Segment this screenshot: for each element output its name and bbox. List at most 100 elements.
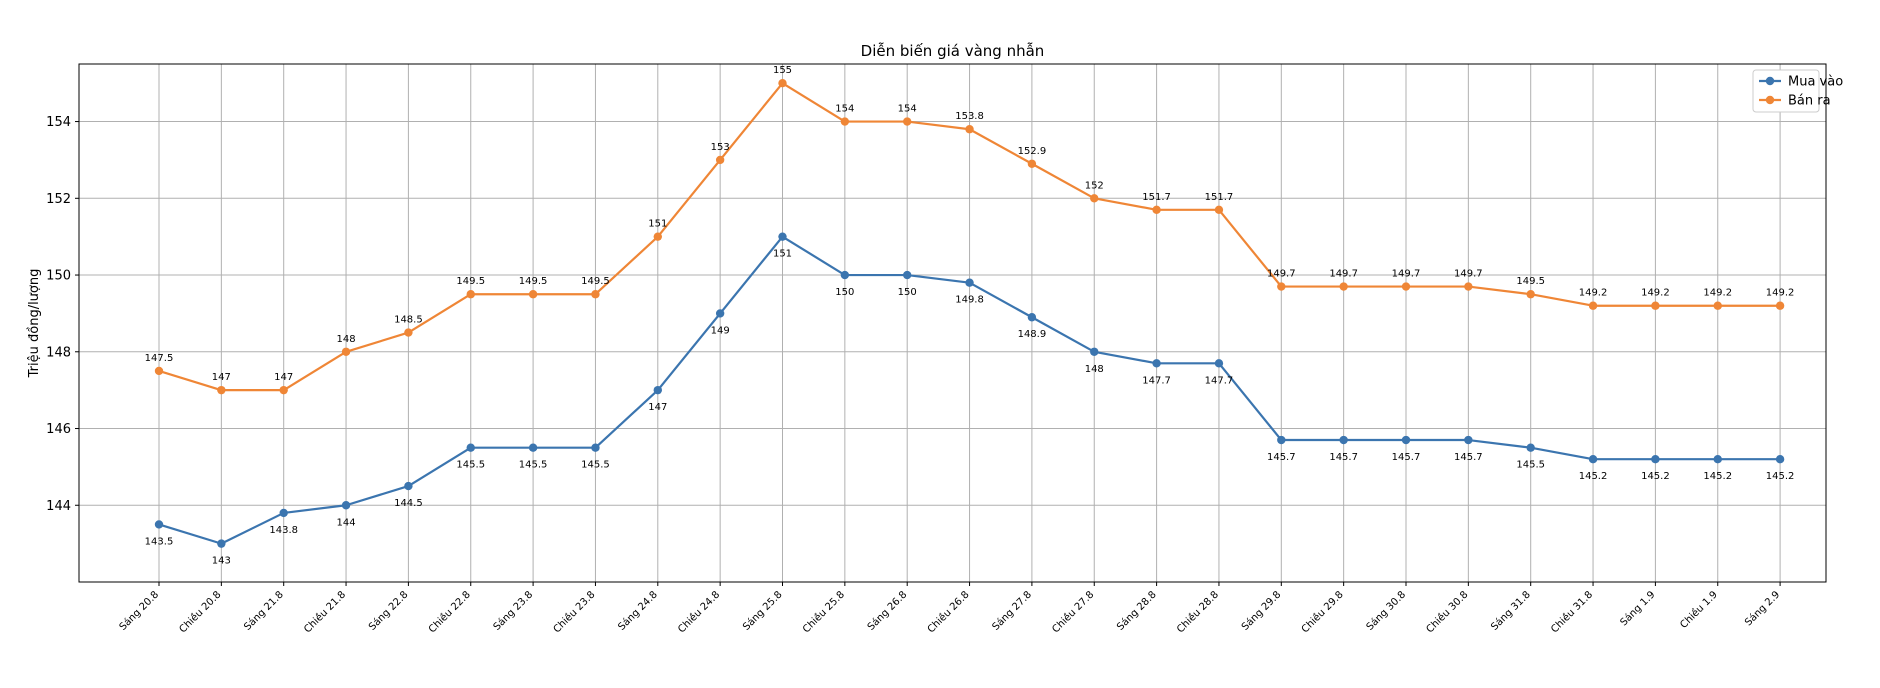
data-label: 145.7 [1392,452,1421,463]
data-label: 145.5 [581,460,610,471]
data-label: 147.7 [1142,375,1171,386]
data-label: 145.7 [1329,452,1358,463]
data-point [903,117,912,126]
x-tick-label: Chiều 25.8 [800,589,847,636]
legend-label: Mua vào [1788,75,1843,90]
data-label: 151 [773,249,792,260]
data-point [1401,435,1411,445]
x-tick-label: Chiều 30.8 [1424,589,1471,636]
legend-marker [1765,76,1775,86]
data-label: 149.2 [1703,288,1732,299]
data-label: 145.5 [1516,460,1545,471]
x-axis: Sáng 20.8 Chiều 20.8 Sáng 21.8 Chiều 21.8 Sá… [117,582,1782,635]
data-label: 147.5 [145,353,174,364]
x-tick-label: Chiều 23.8 [551,589,598,636]
data-point [466,443,475,452]
data-label: 152 [1085,180,1104,191]
data-point [154,366,164,376]
x-tick-label: Sáng 31.8 [1489,589,1533,633]
x-tick-label: Chiều 27.8 [1050,589,1097,636]
x-tick-label: Sáng 26.8 [865,589,909,633]
data-point [1339,435,1348,445]
x-tick-label: Chiều 22.8 [426,589,473,636]
x-tick-label: Sáng 22.8 [366,589,410,633]
x-tick-label: Chiều 26.8 [925,589,972,636]
data-label: 149.5 [1516,276,1545,287]
x-tick-label: Chiều 29.8 [1299,589,1346,636]
x-tick-label: Sáng 30.8 [1364,589,1408,633]
data-point [1464,282,1473,291]
y-axis-label: Triệu đồng/lượng [27,269,42,379]
data-point [1090,194,1099,203]
data-point [1775,301,1785,310]
data-label: 149.2 [1766,288,1795,299]
data-point [1464,435,1473,445]
data-point [715,309,725,318]
data-point [965,125,974,134]
data-label: 149.2 [1641,288,1670,299]
data-label: 145.2 [1703,471,1732,482]
x-tick-label: Chiều 21.8 [301,589,348,636]
data-point [1588,301,1598,310]
series-2: 147.5 147 147 148 148.5 149.5 149.5 149.5 151 153… [145,65,1795,395]
data-label: 143.8 [269,525,298,536]
x-tick-label: Sáng 25.8 [740,589,784,633]
data-label: 148.5 [394,315,423,326]
data-point [1339,282,1348,291]
legend: Mua vào Bán ra [1752,69,1843,113]
data-label: 145.5 [456,460,485,471]
data-point [1027,159,1037,168]
data-label: 149.7 [1392,269,1421,280]
data-point [1775,455,1785,464]
data-point [341,347,351,356]
data-label: 149.5 [581,276,610,287]
y-tick-label: 154 [46,115,71,130]
data-point [591,290,600,299]
data-label: 149.5 [519,276,548,287]
data-point [840,117,850,126]
data-point [778,232,787,241]
data-label: 151.7 [1205,192,1234,203]
x-tick-label: Sáng 28.8 [1114,589,1158,633]
data-point [653,232,662,241]
x-tick-label: Sáng 24.8 [616,589,660,633]
data-label: 148 [1085,364,1104,375]
data-label: 148.9 [1018,329,1047,340]
y-tick-label: 150 [46,269,71,284]
data-point [1027,313,1037,322]
data-label: 145.2 [1641,471,1670,482]
data-point [653,385,662,395]
data-label: 149.7 [1454,269,1483,280]
data-label: 147 [648,402,667,413]
data-label: 152.9 [1018,146,1047,157]
data-label: 149.2 [1579,288,1608,299]
data-label: 147 [212,372,231,383]
data-label: 144 [337,517,356,528]
plot-area [78,63,1827,583]
data-point [1651,455,1660,464]
data-label: 153 [711,142,730,153]
data-point [217,539,226,548]
data-point [1152,359,1161,368]
data-point [528,443,538,452]
data-point [1277,282,1286,291]
data-label: 151.7 [1142,192,1171,203]
y-tick-label: 146 [46,422,71,437]
data-point [154,520,164,529]
data-point [1651,301,1660,310]
data-label: 149.7 [1267,269,1296,280]
data-point [965,278,974,287]
data-point [1713,301,1722,310]
data-label: 150 [835,287,854,298]
data-point [279,508,288,518]
data-label: 149.5 [456,276,485,287]
data-label: 154 [835,104,854,115]
data-point [1090,347,1099,356]
data-point [591,443,600,452]
x-tick-label: Chiều 31.8 [1548,589,1595,636]
series-1: 143.5 143 143.8 144 144.5 145.5 145.5 145.5 147 1… [145,232,1794,567]
data-label: 149.7 [1329,269,1358,280]
data-point [1277,435,1286,445]
data-point [528,290,538,299]
